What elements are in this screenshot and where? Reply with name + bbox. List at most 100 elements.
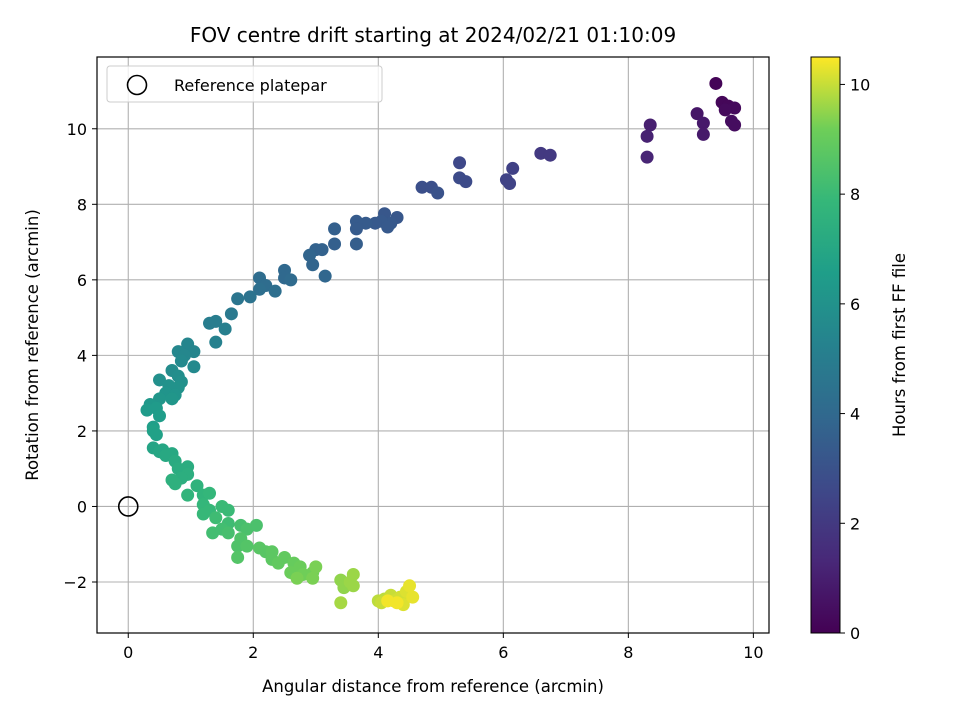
data-point	[718, 103, 732, 117]
data-point	[643, 118, 657, 132]
data-point	[459, 175, 473, 189]
colorbar-tick: 8	[840, 185, 860, 204]
data-point	[381, 594, 395, 608]
x-tick-label: 2	[248, 643, 258, 662]
colorbar-label: Hours from first FF file	[890, 253, 909, 437]
plot-frame	[96, 56, 770, 634]
data-point	[346, 567, 360, 581]
y-tick: −2	[63, 573, 97, 592]
colorbar-tick: 0	[840, 624, 860, 643]
x-tick: 4	[373, 633, 383, 662]
x-axis-ticks: 0 2 4 6 8 10	[123, 633, 764, 662]
data-point	[181, 488, 195, 502]
colorbar-tick: 6	[840, 295, 860, 314]
data-point	[231, 539, 245, 553]
data-point	[415, 180, 429, 194]
legend-entry-reference: Reference platepar	[174, 76, 327, 95]
x-tick: 0	[123, 633, 133, 662]
x-axis-label: Angular distance from reference (arcmin)	[262, 677, 604, 696]
colorbar-tick-label: 10	[850, 75, 870, 94]
x-tick: 8	[623, 633, 633, 662]
y-axis-label: Rotation from reference (arcmin)	[23, 209, 42, 481]
data-point	[406, 590, 420, 604]
y-tick-label: 4	[77, 346, 87, 365]
data-point	[149, 428, 163, 442]
data-point	[368, 216, 382, 230]
data-point	[640, 150, 654, 164]
data-point	[218, 322, 232, 336]
colorbar-tick-label: 0	[850, 624, 860, 643]
x-tick: 2	[248, 633, 258, 662]
data-point	[309, 560, 323, 574]
data-point	[696, 127, 710, 141]
colorbar-tick-label: 4	[850, 405, 860, 424]
y-tick: 6	[77, 271, 97, 290]
data-point	[140, 403, 154, 417]
x-tick-label: 4	[373, 643, 383, 662]
data-point	[640, 129, 654, 143]
reference-point-marker	[117, 496, 139, 517]
data-point	[221, 526, 235, 540]
data-point	[543, 148, 557, 162]
data-point	[253, 282, 267, 296]
y-tick: 10	[67, 120, 97, 139]
x-tick-label: 8	[623, 643, 633, 662]
data-point	[315, 243, 329, 257]
data-point	[453, 156, 467, 170]
data-point	[381, 220, 395, 234]
data-point	[328, 237, 342, 251]
data-point	[334, 596, 348, 610]
colorbar-tick: 4	[840, 405, 860, 424]
colorbar-tick-label: 2	[850, 514, 860, 533]
data-point	[306, 571, 320, 585]
colorbar-ticks: 0 2 4 6 8 10	[840, 75, 870, 643]
x-tick-label: 10	[743, 643, 763, 662]
data-point	[209, 335, 223, 349]
data-point	[349, 237, 363, 251]
data-point	[503, 177, 517, 191]
data-point	[221, 503, 235, 517]
data-point	[278, 550, 292, 564]
y-tick: 4	[77, 346, 97, 365]
data-point	[165, 392, 179, 406]
data-point	[506, 161, 520, 175]
data-point	[243, 290, 257, 304]
data-point	[728, 118, 742, 132]
y-tick: 2	[77, 422, 97, 441]
data-point	[690, 107, 704, 121]
data-point	[403, 579, 417, 593]
y-tick-label: 8	[77, 195, 87, 214]
y-tick: 8	[77, 195, 97, 214]
data-point	[196, 507, 210, 521]
y-tick: 0	[77, 497, 97, 516]
y-tick-label: 6	[77, 271, 87, 290]
chart-title: FOV centre drift starting at 2024/02/21 …	[190, 23, 676, 47]
data-point	[349, 222, 363, 236]
data-point	[231, 550, 245, 564]
data-point	[203, 486, 217, 500]
data-point	[431, 186, 445, 200]
y-axis-ticks: −2 0 2 4 6 8 10	[63, 120, 97, 592]
data-point	[249, 518, 263, 532]
legend-box	[106, 65, 383, 103]
y-tick-label: 2	[77, 422, 87, 441]
data-point	[187, 360, 201, 374]
legend-marker-icon	[126, 74, 148, 96]
data-point	[209, 314, 223, 328]
data-point	[318, 269, 332, 283]
data-point	[209, 511, 223, 525]
y-tick-label: −2	[63, 573, 87, 592]
data-point	[174, 354, 188, 368]
data-point	[153, 373, 167, 387]
data-point	[231, 292, 245, 306]
data-points	[140, 76, 742, 612]
x-tick: 10	[743, 633, 764, 662]
data-point	[709, 76, 723, 90]
colorbar-tick: 10	[840, 75, 870, 94]
x-tick-label: 6	[498, 643, 508, 662]
data-point	[153, 409, 167, 423]
data-point	[224, 307, 238, 321]
colorbar-tick-label: 8	[850, 185, 860, 204]
data-point	[284, 273, 298, 287]
